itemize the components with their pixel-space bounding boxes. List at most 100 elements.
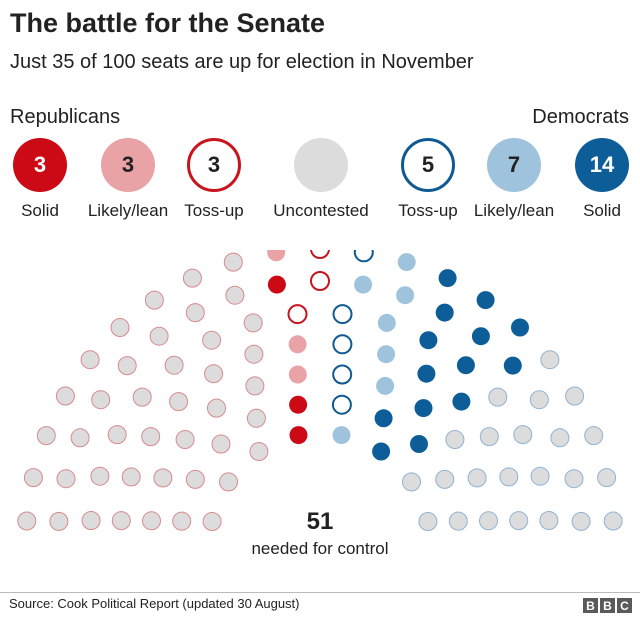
legend-circle: 3	[13, 138, 67, 192]
seat-democrat-uncontested	[479, 511, 498, 531]
seat-republican-uncontested	[207, 398, 226, 418]
seat-democrat-solid	[410, 435, 428, 453]
seat-republican-uncontested	[111, 511, 131, 531]
seat-republican-uncontested	[185, 303, 205, 323]
seat-democrat-solid	[372, 442, 391, 461]
seat-democrat-uncontested	[603, 511, 623, 531]
seat-democrat-uncontested	[402, 472, 421, 492]
seat-democrat-uncontested	[539, 511, 559, 530]
seat-republican-toss-up	[310, 250, 330, 259]
seat-republican-uncontested	[141, 427, 161, 447]
seat-democrat-solid	[503, 356, 522, 375]
seat-democrat-uncontested	[448, 511, 468, 531]
seat-democrat-solid	[456, 356, 475, 375]
legend-label: Solid	[21, 201, 59, 220]
seat-republican-uncontested	[202, 330, 222, 350]
seat-democrat-uncontested	[418, 512, 438, 531]
seat-republican-uncontested	[185, 469, 205, 489]
legend-label: Toss-up	[184, 201, 244, 220]
seat-republican-toss-up	[310, 271, 330, 291]
seat-democrat-uncontested	[479, 427, 499, 447]
seat-democrat-likely-lean	[376, 376, 395, 395]
seat-republican-solid	[289, 395, 308, 414]
legend-circle: 3	[101, 138, 155, 192]
legend-label: Toss-up	[398, 201, 458, 220]
seat-republican-uncontested	[132, 387, 152, 407]
legend-circle: 5	[401, 138, 455, 192]
seat-republican-uncontested	[55, 386, 75, 406]
legend-label: Likely/lean	[473, 201, 555, 220]
seat-democrat-solid	[452, 392, 471, 411]
senate-seat-chart	[17, 250, 623, 531]
seat-republican-uncontested	[117, 356, 137, 376]
seat-democrat-uncontested	[550, 428, 570, 448]
seat-republican-uncontested	[244, 344, 264, 364]
seat-republican-uncontested	[223, 252, 243, 272]
seat-republican-uncontested	[149, 326, 169, 346]
seat-democrat-uncontested	[597, 468, 617, 488]
seat-republican-uncontested	[175, 430, 195, 449]
seat-republican-uncontested	[246, 408, 266, 428]
seat-democrat-likely-lean	[354, 275, 373, 294]
seat-republican-uncontested	[49, 511, 69, 531]
seat-democrat-uncontested	[467, 468, 487, 488]
source-note: Source: Cook Political Report (updated 3…	[9, 596, 300, 611]
legend-circle: 14	[575, 138, 629, 192]
seat-republican-solid	[289, 426, 308, 445]
seat-democrat-solid	[374, 409, 393, 428]
seat-republican-uncontested	[80, 350, 100, 370]
seat-democrat-uncontested	[435, 469, 455, 489]
chart-title: The battle for the Senate	[10, 8, 326, 38]
seat-democrat-uncontested	[571, 511, 591, 531]
chart-subtitle: Just 35 of 100 seats are up for election…	[10, 51, 474, 73]
seat-democrat-uncontested	[540, 350, 560, 370]
seat-democrat-uncontested	[530, 466, 550, 486]
seat-democrat-likely-lean	[397, 253, 416, 272]
seat-republican-uncontested	[245, 376, 265, 396]
footer-divider	[0, 592, 640, 593]
legend-label: Likely/lean	[87, 201, 169, 220]
seat-democrat-likely-lean	[396, 286, 415, 305]
seat-republican-uncontested	[182, 268, 202, 288]
seat-republican-uncontested	[153, 468, 173, 488]
majority-label: needed for control	[251, 539, 389, 558]
seat-republican-uncontested	[36, 426, 56, 446]
seat-republican-uncontested	[142, 511, 161, 531]
seat-democrat-uncontested	[445, 430, 465, 449]
seat-democrat-likely-lean	[377, 313, 396, 332]
seat-republican-uncontested	[107, 425, 127, 445]
seat-democrat-uncontested	[488, 387, 508, 407]
seat-democrat-uncontested	[509, 511, 529, 531]
seat-republican-uncontested	[110, 318, 130, 337]
legend-circle	[294, 138, 348, 192]
legend-circle: 3	[187, 138, 241, 192]
seat-republican-solid	[267, 275, 286, 294]
seat-republican-likely-lean	[288, 335, 307, 354]
seat-republican-uncontested	[23, 468, 43, 488]
seat-democrat-toss-up	[332, 364, 353, 385]
legend-label: Solid	[583, 201, 621, 220]
seat-republican-uncontested	[81, 511, 101, 530]
bbc-logo-letter: C	[617, 598, 632, 613]
seat-democrat-uncontested	[564, 469, 584, 489]
seat-republican-uncontested	[164, 355, 184, 375]
seat-republican-uncontested	[90, 466, 110, 486]
seat-republican-uncontested	[225, 285, 245, 305]
seat-republican-uncontested	[91, 390, 111, 410]
seat-democrat-solid	[471, 327, 490, 346]
seat-democrat-uncontested	[499, 467, 519, 487]
seat-democrat-uncontested	[565, 386, 585, 406]
seat-democrat-likely-lean	[332, 426, 351, 445]
seat-republican-uncontested	[169, 392, 189, 412]
seat-republican-likely-lean	[288, 365, 307, 384]
seat-democrat-solid	[417, 364, 436, 383]
seat-democrat-toss-up	[331, 394, 352, 415]
majority-number: 51	[306, 508, 334, 535]
seat-republican-uncontested	[204, 364, 224, 384]
bbc-logo-letter: B	[600, 598, 615, 613]
seat-republican-uncontested	[249, 442, 269, 461]
republicans-heading: Republicans	[10, 106, 121, 128]
bbc-logo: B B C	[583, 598, 632, 613]
legend-label: Uncontested	[273, 201, 369, 220]
seat-democrat-solid	[435, 303, 454, 322]
